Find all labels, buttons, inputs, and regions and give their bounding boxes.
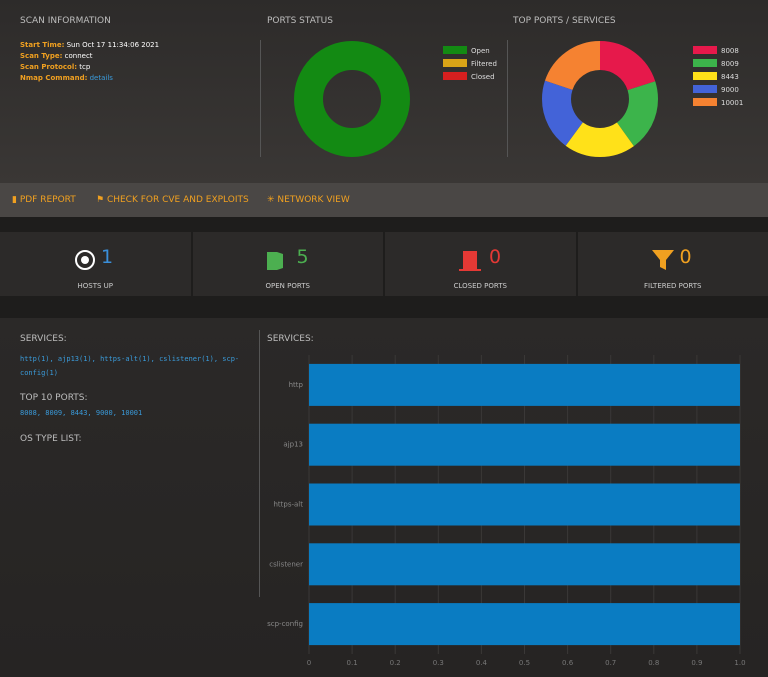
- pie-slice: [542, 41, 658, 157]
- legend-swatch: [443, 46, 467, 54]
- x-tick-label: 0.6: [562, 659, 574, 667]
- field: Scan Type: connect: [20, 51, 159, 62]
- host-icon: [75, 250, 95, 270]
- y-tick-label: https-alt: [273, 501, 303, 509]
- bar: [309, 603, 740, 646]
- action-bar: [0, 183, 768, 217]
- stat-label: HOSTS UP: [77, 282, 113, 290]
- x-tick-label: 0.7: [605, 659, 616, 667]
- open-door-icon: [266, 252, 283, 270]
- stat-card: 0 FILTERED PORTS: [577, 232, 768, 296]
- stat-value: 0: [679, 246, 692, 268]
- ports-list: 8008, 8009, 8443, 9000, 10001: [20, 409, 143, 417]
- filter-icon: [651, 250, 674, 270]
- legend-label: Filtered: [471, 60, 497, 68]
- stat-card: 5 OPEN PORTS: [192, 232, 385, 296]
- stat-cards: 1 HOSTS UP 5 OPEN PORTS 0 CLOSED PORTS 0…: [0, 232, 768, 296]
- section-title: TOP PORTS / SERVICES: [513, 16, 616, 26]
- legend-label: 10001: [721, 99, 743, 107]
- legend-swatch: [693, 98, 717, 106]
- field-value: Sun Oct 17 11:34:06 2021: [66, 41, 160, 49]
- section-title: SCAN INFORMATION: [20, 16, 111, 26]
- legend-label: Open: [471, 47, 490, 55]
- legend-swatch: [443, 72, 467, 80]
- field: Start Time: Sun Oct 17 11:34:06 2021: [20, 40, 159, 51]
- legend-label: 9000: [721, 86, 739, 94]
- closed-door-icon: [459, 251, 481, 271]
- legend-label: 8009: [721, 60, 739, 68]
- section-title: TOP 10 PORTS:: [20, 393, 88, 403]
- pie-slice: [542, 41, 658, 157]
- cve-button[interactable]: ⚑ CHECK FOR CVE AND EXPLOITS: [96, 195, 249, 205]
- legend-swatch: [443, 59, 467, 67]
- network-view-button[interactable]: ✳ NETWORK VIEW: [267, 195, 350, 205]
- field-label: Scan Protocol:: [20, 63, 78, 71]
- stat-label: FILTERED PORTS: [644, 282, 702, 290]
- x-tick-label: 0: [307, 659, 311, 667]
- x-tick-label: 0.4: [476, 659, 488, 667]
- scan-fields: Start Time: Sun Oct 17 11:34:06 2021 Sca…: [20, 40, 159, 84]
- button-label: NETWORK VIEW: [277, 195, 350, 205]
- details-link[interactable]: details: [89, 74, 113, 82]
- services-list: http(1), ajp13(1), https-alt(1), csliste…: [20, 355, 240, 377]
- y-tick-label: ajp13: [283, 441, 303, 449]
- button-label: PDF REPORT: [19, 195, 76, 205]
- legend-label: 8008: [721, 47, 739, 55]
- stat-value: 5: [296, 246, 309, 268]
- legend-swatch: [693, 85, 717, 93]
- section-title: SERVICES:: [20, 334, 67, 344]
- x-tick-label: 0.2: [390, 659, 401, 667]
- bar: [309, 423, 740, 466]
- field-label: Start Time:: [20, 41, 65, 49]
- x-tick-label: 0.9: [691, 659, 702, 667]
- pie-slice: [294, 41, 410, 157]
- bar: [309, 483, 740, 526]
- stat-label: OPEN PORTS: [265, 282, 310, 290]
- pdf-report-button[interactable]: ▮ PDF REPORT: [12, 195, 76, 205]
- stat-card: 1 HOSTS UP: [0, 232, 193, 296]
- legend-label: 8443: [721, 73, 739, 81]
- y-tick-label: http: [289, 381, 304, 389]
- field-value: tcp: [79, 63, 91, 71]
- x-tick-label: 1.0: [734, 659, 745, 667]
- stat-label: CLOSED PORTS: [453, 282, 507, 290]
- x-tick-label: 0.1: [347, 659, 358, 667]
- pie-slice: [542, 41, 658, 157]
- stat-value: 0: [489, 246, 502, 268]
- bar: [309, 543, 740, 586]
- button-label: CHECK FOR CVE AND EXPLOITS: [106, 195, 249, 205]
- x-tick-label: 0.3: [433, 659, 444, 667]
- y-tick-label: scp-config: [267, 620, 303, 628]
- field-value: connect: [64, 52, 93, 60]
- bar: [309, 363, 740, 406]
- pie-slice: [542, 41, 658, 157]
- legend-swatch: [693, 72, 717, 80]
- x-tick-label: 0.5: [519, 659, 530, 667]
- chart-title: SERVICES:: [267, 334, 314, 344]
- field-label: Nmap Command:: [20, 74, 88, 82]
- field: Nmap Command: details: [20, 73, 159, 84]
- field: Scan Protocol: tcp: [20, 62, 159, 73]
- field-label: Scan Type:: [20, 52, 63, 60]
- stat-card: 0 CLOSED PORTS: [385, 232, 578, 296]
- legend-swatch: [693, 46, 717, 54]
- legend-swatch: [693, 59, 717, 67]
- y-tick-label: cslistener: [269, 560, 303, 568]
- legend-label: Closed: [471, 73, 495, 81]
- section-title: PORTS STATUS: [267, 16, 333, 26]
- stat-value: 1: [101, 246, 114, 268]
- x-tick-label: 0.8: [648, 659, 659, 667]
- section-title: OS TYPE LIST:: [20, 434, 82, 444]
